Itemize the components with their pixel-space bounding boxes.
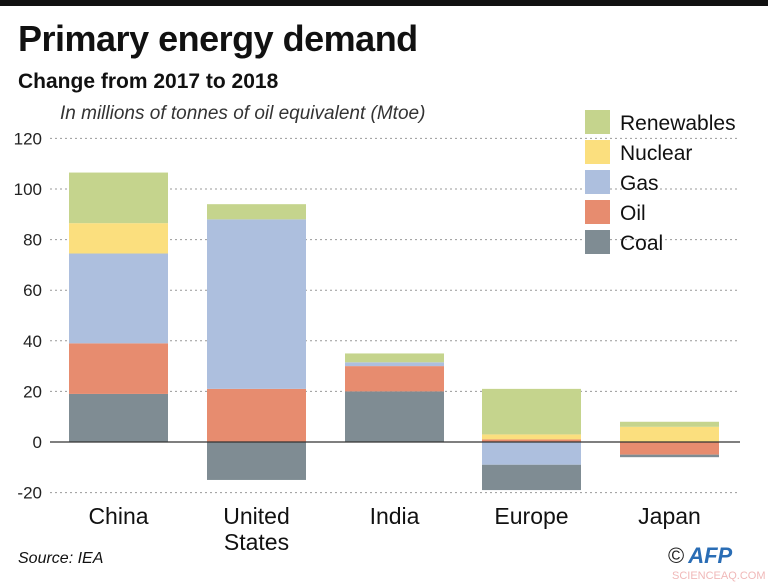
- y-tick-label: 0: [33, 433, 42, 452]
- legend-label-renewables: Renewables: [620, 112, 736, 135]
- bar-segment-gas: [207, 219, 306, 389]
- bar-segment-oil: [482, 439, 581, 442]
- chart-title: Primary energy demand: [18, 18, 418, 59]
- y-tick-label: -20: [17, 484, 42, 503]
- legend-label-oil: Oil: [620, 202, 646, 225]
- bar-segment-renewables: [207, 204, 306, 220]
- bar-segment-nuclear: [620, 426, 719, 442]
- bar-segment-gas: [69, 253, 168, 344]
- bar-segment-renewables: [482, 388, 581, 435]
- watermark: SCIENCEAQ.COM: [672, 570, 766, 582]
- afp-logo-text: AFP: [688, 543, 733, 568]
- top-bar: [0, 0, 768, 6]
- y-tick-label: 100: [14, 180, 42, 199]
- y-axis-label: In millions of tonnes of oil equivalent …: [60, 103, 426, 124]
- bar-segment-oil: [69, 343, 168, 394]
- y-tick-label: 60: [23, 281, 42, 300]
- bar-segment-coal: [620, 454, 719, 458]
- bar-segment-nuclear: [69, 223, 168, 254]
- bar-segment-renewables: [69, 172, 168, 224]
- legend-swatch-gas: [585, 170, 610, 194]
- bar-segment-oil: [345, 366, 444, 392]
- afp-logo: © AFP: [668, 543, 732, 569]
- legend-label-nuclear: Nuclear: [620, 142, 692, 165]
- legend-swatch-nuclear: [585, 140, 610, 164]
- legend-swatch-renewables: [585, 110, 610, 134]
- y-tick-label: 20: [23, 382, 42, 401]
- copyright-symbol: ©: [668, 543, 685, 568]
- bar-segment-oil: [620, 442, 719, 455]
- legend-swatch-coal: [585, 230, 610, 254]
- category-label: Europe: [494, 503, 568, 529]
- bar-segment-coal: [69, 393, 168, 442]
- bar-segment-coal: [345, 391, 444, 442]
- legend-swatch-oil: [585, 200, 610, 224]
- bar-segment-coal: [207, 442, 306, 480]
- bar-segment-nuclear: [482, 434, 581, 440]
- category-label: Japan: [638, 503, 701, 529]
- legend-label-coal: Coal: [620, 232, 663, 255]
- y-tick-label: 40: [23, 332, 42, 351]
- bar-segment-coal: [482, 464, 581, 491]
- source-note: Source: IEA: [18, 550, 104, 567]
- category-label: United States: [223, 503, 289, 555]
- chart-subtitle: Change from 2017 to 2018: [18, 70, 279, 93]
- bar-segment-gas: [482, 442, 581, 465]
- bar-segment-renewables: [345, 353, 444, 363]
- bar-segment-renewables: [620, 421, 719, 427]
- bar-segment-oil: [207, 388, 306, 442]
- category-label: China: [88, 503, 148, 529]
- y-tick-label: 80: [23, 231, 42, 250]
- bar-segment-gas: [345, 362, 444, 367]
- legend-label-gas: Gas: [620, 172, 659, 195]
- y-tick-label: 120: [14, 129, 42, 148]
- category-label: India: [370, 503, 420, 529]
